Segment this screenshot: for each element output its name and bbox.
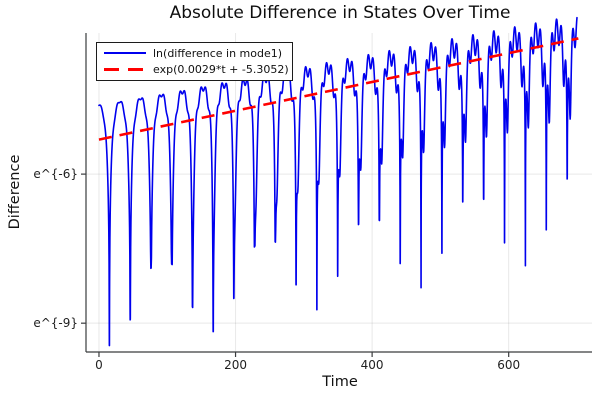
x-tick-label: 0 <box>95 358 103 372</box>
chart-title: Absolute Difference in States Over Time <box>169 3 511 23</box>
legend-entry-mode1: ln(difference in mode1) <box>104 45 287 61</box>
legend-label-trend: exp(0.0029*t + -5.3052) <box>153 62 289 76</box>
y-tick-label: e^{-6} <box>33 167 78 181</box>
legend-line-solid-blue <box>104 51 146 55</box>
x-axis-label: Time <box>322 374 358 390</box>
x-tick-label: 200 <box>224 358 247 372</box>
legend: ln(difference in mode1) exp(0.0029*t + -… <box>96 42 293 81</box>
legend-label-mode1: ln(difference in mode1) <box>153 46 283 60</box>
x-tick-label: 600 <box>497 358 520 372</box>
series-line-mode1 <box>98 16 578 347</box>
trend-line <box>98 37 579 141</box>
y-axis-label: Difference <box>7 154 23 230</box>
x-tick-label: 400 <box>361 358 384 372</box>
legend-line-dashed-red <box>104 67 146 71</box>
legend-entry-trend: exp(0.0029*t + -5.3052) <box>104 61 289 77</box>
y-tick-label: e^{-9} <box>33 316 78 330</box>
